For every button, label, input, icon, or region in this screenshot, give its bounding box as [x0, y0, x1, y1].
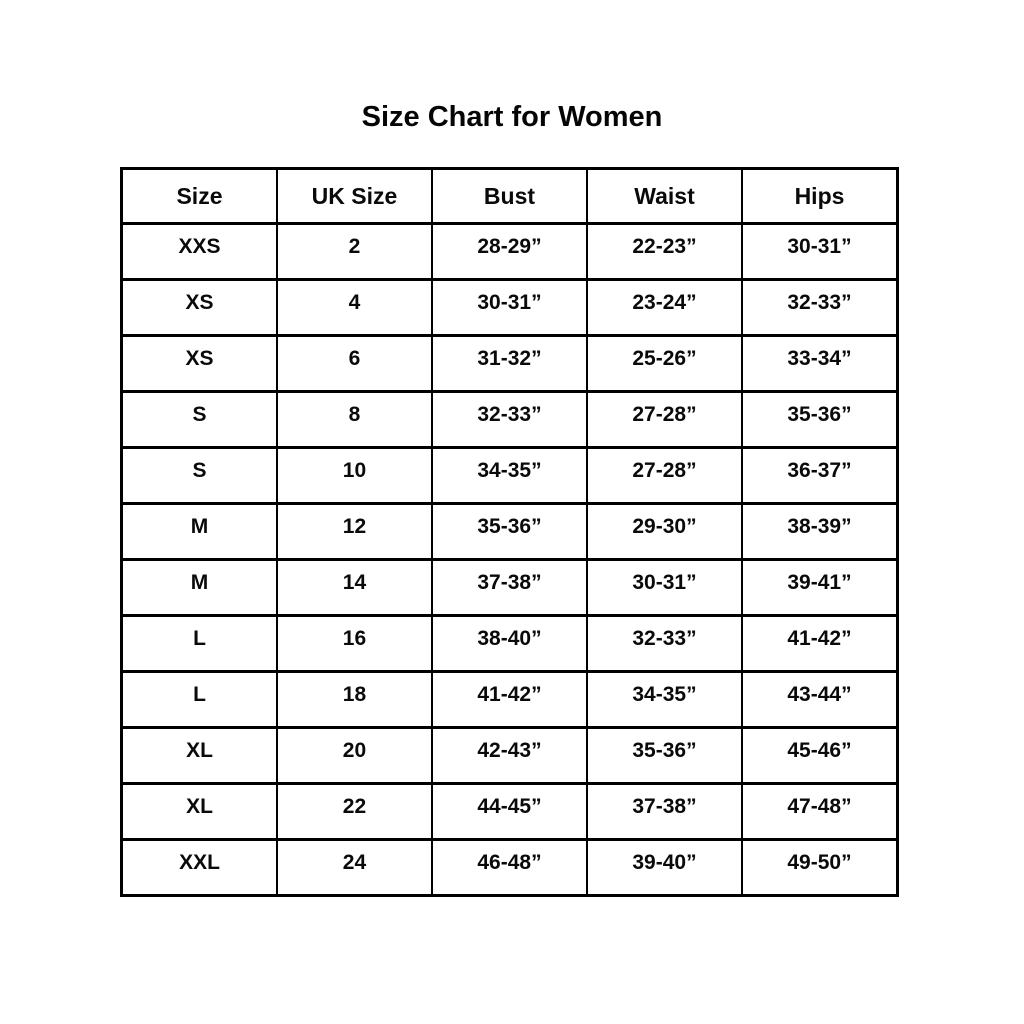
page-title: Size Chart for Women — [361, 101, 663, 133]
size-table-head: Size UK Size Bust Waist Hips — [120, 167, 899, 225]
table-cell: 29-30” — [585, 502, 743, 561]
table-cell: 34-35” — [430, 446, 588, 505]
size-table-body: XXS 2 28-29” 22-23” 30-31” XS 4 30-31” 23-24” 32-… — [120, 222, 899, 897]
table-cell: L — [120, 614, 278, 673]
table-row: S 8 32-33” 27-28” 35-36” — [120, 390, 899, 449]
header-row: Size UK Size Bust Waist Hips — [120, 167, 899, 225]
column-header-size: Size — [120, 167, 278, 225]
table-cell: S — [120, 390, 278, 449]
table-cell: 36-37” — [740, 446, 899, 505]
table-row: XXS 2 28-29” 22-23” 30-31” — [120, 222, 899, 281]
table-cell: 39-41” — [740, 558, 899, 617]
table-cell: 10 — [275, 446, 433, 505]
table-cell: 35-36” — [740, 390, 899, 449]
table-cell: 18 — [275, 670, 433, 729]
table-cell: XS — [120, 278, 278, 337]
table-cell: 23-24” — [585, 278, 743, 337]
table-cell: 6 — [275, 334, 433, 393]
table-cell: 37-38” — [585, 782, 743, 841]
table-cell: 32-33” — [585, 614, 743, 673]
table-cell: XXL — [120, 838, 278, 897]
column-header-bust: Bust — [430, 167, 588, 225]
table-cell: 44-45” — [430, 782, 588, 841]
table-cell: XS — [120, 334, 278, 393]
table-cell: 33-34” — [740, 334, 899, 393]
table-cell: M — [120, 502, 278, 561]
table-cell: M — [120, 558, 278, 617]
table-row: L 16 38-40” 32-33” 41-42” — [120, 614, 899, 673]
table-cell: 35-36” — [585, 726, 743, 785]
column-header-uk-size: UK Size — [275, 167, 433, 225]
column-header-hips: Hips — [740, 167, 899, 225]
table-cell: 37-38” — [430, 558, 588, 617]
table-cell: 49-50” — [740, 838, 899, 897]
table-cell: 34-35” — [585, 670, 743, 729]
table-cell: 43-44” — [740, 670, 899, 729]
table-cell: 45-46” — [740, 726, 899, 785]
table-cell: 28-29” — [430, 222, 588, 281]
table-cell: 30-31” — [585, 558, 743, 617]
table-cell: 22 — [275, 782, 433, 841]
table-cell: 35-36” — [430, 502, 588, 561]
table-cell: XL — [120, 726, 278, 785]
table-cell: 41-42” — [430, 670, 588, 729]
table-cell: 25-26” — [585, 334, 743, 393]
table-cell: 31-32” — [430, 334, 588, 393]
table-cell: 8 — [275, 390, 433, 449]
table-row: XL 20 42-43” 35-36” 45-46” — [120, 726, 899, 785]
table-row: XXL 24 46-48” 39-40” 49-50” — [120, 838, 899, 897]
column-header-waist: Waist — [585, 167, 743, 225]
table-cell: 41-42” — [740, 614, 899, 673]
table-row: S 10 34-35” 27-28” 36-37” — [120, 446, 899, 505]
table-cell: S — [120, 446, 278, 505]
table-cell: 22-23” — [585, 222, 743, 281]
table-cell: 30-31” — [430, 278, 588, 337]
table-cell: 27-28” — [585, 390, 743, 449]
table-cell: 24 — [275, 838, 433, 897]
table-row: XS 6 31-32” 25-26” 33-34” — [120, 334, 899, 393]
table-row: XS 4 30-31” 23-24” 32-33” — [120, 278, 899, 337]
table-row: L 18 41-42” 34-35” 43-44” — [120, 670, 899, 729]
table-cell: 27-28” — [585, 446, 743, 505]
table-cell: 20 — [275, 726, 433, 785]
table-cell: 47-48” — [740, 782, 899, 841]
table-cell: 2 — [275, 222, 433, 281]
table-row: M 14 37-38” 30-31” 39-41” — [120, 558, 899, 617]
table-cell: 32-33” — [430, 390, 588, 449]
table-row: M 12 35-36” 29-30” 38-39” — [120, 502, 899, 561]
size-table: Size UK Size Bust Waist Hips XXS 2 28-29” 22-23… — [120, 167, 899, 897]
table-cell: 16 — [275, 614, 433, 673]
table-cell: 4 — [275, 278, 433, 337]
table-cell: XL — [120, 782, 278, 841]
table-cell: 46-48” — [430, 838, 588, 897]
table-cell: 32-33” — [740, 278, 899, 337]
table-cell: 39-40” — [585, 838, 743, 897]
table-cell: 30-31” — [740, 222, 899, 281]
table-cell: 38-39” — [740, 502, 899, 561]
table-cell: 12 — [275, 502, 433, 561]
table-cell: L — [120, 670, 278, 729]
table-cell: 14 — [275, 558, 433, 617]
table-row: XL 22 44-45” 37-38” 47-48” — [120, 782, 899, 841]
table-cell: 42-43” — [430, 726, 588, 785]
table-cell: XXS — [120, 222, 278, 281]
table-cell: 38-40” — [430, 614, 588, 673]
